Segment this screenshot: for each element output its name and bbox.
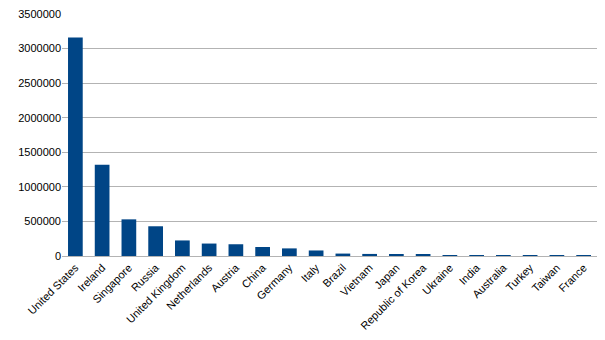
svg-text:Netherlands: Netherlands xyxy=(164,261,215,312)
svg-text:Ukraine: Ukraine xyxy=(420,262,455,297)
svg-text:2000000: 2000000 xyxy=(18,112,61,124)
svg-text:1000000: 1000000 xyxy=(18,181,61,193)
svg-text:0: 0 xyxy=(55,250,61,262)
svg-text:United States: United States xyxy=(25,261,81,317)
svg-text:Russia: Russia xyxy=(129,261,162,294)
svg-text:Vietnam: Vietnam xyxy=(338,262,375,299)
svg-text:United Kingdom: United Kingdom xyxy=(124,262,188,326)
svg-text:Ireland: Ireland xyxy=(75,262,107,294)
svg-text:France: France xyxy=(556,262,589,295)
svg-text:Singapore: Singapore xyxy=(90,262,134,306)
svg-text:Japan: Japan xyxy=(372,262,402,292)
svg-text:Turkey: Turkey xyxy=(503,261,535,293)
svg-text:Germany: Germany xyxy=(254,261,295,302)
svg-text:Austria: Austria xyxy=(208,261,241,294)
svg-text:500000: 500000 xyxy=(24,215,61,227)
svg-text:Brazil: Brazil xyxy=(320,262,348,290)
svg-text:2500000: 2500000 xyxy=(18,77,61,89)
svg-text:3000000: 3000000 xyxy=(18,42,61,54)
svg-text:Italy: Italy xyxy=(299,261,322,284)
svg-text:1500000: 1500000 xyxy=(18,146,61,158)
svg-text:Republic of Korea: Republic of Korea xyxy=(358,261,429,332)
svg-text:Australia: Australia xyxy=(470,261,509,300)
svg-text:India: India xyxy=(457,261,483,287)
svg-text:Taiwan: Taiwan xyxy=(529,262,562,295)
svg-text:3500000: 3500000 xyxy=(18,8,61,20)
svg-text:China: China xyxy=(239,261,268,290)
